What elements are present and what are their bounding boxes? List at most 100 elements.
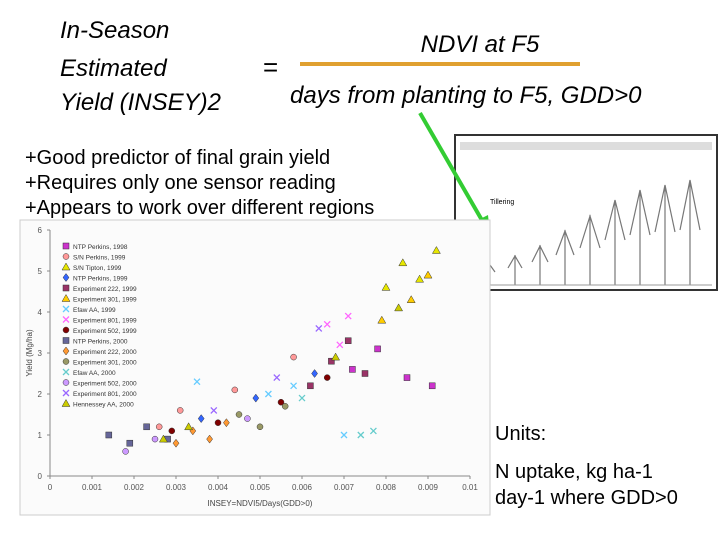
x-tick-label: 0.005 [250, 483, 271, 492]
point [252, 393, 260, 403]
legend-marker [62, 305, 70, 313]
point [210, 406, 218, 414]
point [361, 370, 369, 377]
point [323, 374, 331, 381]
legend-label: NTP Perkins, 1999 [73, 276, 128, 283]
point [172, 438, 180, 448]
point [244, 415, 251, 422]
legend-marker [62, 316, 70, 323]
point [122, 448, 129, 455]
denominator: days from planting to F5, GDD>0 [290, 82, 642, 109]
x-tick-label: 0.007 [334, 483, 355, 492]
legend-label: Experiment 801, 2000 [73, 391, 137, 398]
point [423, 270, 433, 279]
point [223, 418, 230, 428]
point [403, 374, 411, 381]
point [155, 423, 163, 431]
legend-label: Experiment 301, 1999 [73, 297, 137, 304]
point [307, 382, 314, 390]
units-text: Units: [495, 423, 546, 445]
diagram-label: Tillering [490, 199, 514, 206]
point [197, 414, 205, 424]
legend-label: S/N Tipton, 1999 [73, 265, 122, 272]
point [431, 245, 441, 254]
y-tick-label: 2 [38, 390, 43, 399]
legend-marker [62, 358, 70, 365]
x-axis-label: INSEY=NDVI5/Days(GDD>0) [208, 499, 313, 508]
point [428, 382, 436, 390]
equation-lhs: Estimated [60, 55, 167, 82]
y-tick-label: 6 [38, 226, 43, 235]
point [290, 382, 298, 390]
x-tick-label: 0.009 [418, 483, 439, 492]
point [231, 386, 239, 394]
y-tick-label: 4 [38, 308, 43, 317]
point [349, 366, 356, 373]
bullet: +Appears to work over different regions [25, 197, 374, 219]
legend-label: Experiment 502, 2000 [73, 381, 137, 388]
point [381, 282, 391, 291]
legend-label: Experiment 301, 2000 [73, 360, 137, 367]
x-tick-label: 0 [48, 483, 53, 492]
units-text: day-1 where GDD>0 [495, 487, 678, 509]
point [344, 312, 352, 320]
legend-label: Experiment 502, 1999 [73, 328, 137, 335]
point [377, 315, 387, 324]
point [357, 431, 365, 439]
point [184, 422, 194, 431]
x-tick-label: 0.003 [166, 483, 187, 492]
legend-marker [62, 337, 70, 344]
legend-marker [62, 346, 70, 356]
legend-label: S/N Perkins, 1999 [73, 255, 126, 262]
legend-marker [62, 242, 70, 250]
y-tick-label: 3 [38, 349, 43, 358]
point [273, 374, 281, 382]
point [406, 295, 416, 303]
legend-label: Experiment 222, 1999 [73, 286, 137, 293]
legend-label: Hennessey AA, 2000 [73, 402, 134, 409]
x-tick-label: 0.006 [292, 483, 313, 492]
x-tick-label: 0.008 [376, 483, 397, 492]
point [206, 434, 213, 444]
point [214, 419, 222, 426]
chart: 0 1 2 3 4 5 6 0 0.001 0.002 0.003 0.004 0.005 0.006 0.… [25, 226, 478, 508]
legend-label: NTP Perkins, 1998 [73, 244, 128, 251]
point [256, 423, 264, 431]
point [315, 324, 323, 332]
point [331, 352, 341, 361]
point [168, 427, 176, 435]
legend-marker [62, 284, 70, 292]
legend-label: Experiment 222, 2000 [73, 349, 137, 356]
x-tick-label: 0.004 [208, 483, 229, 492]
x-tick-label: 0.002 [124, 483, 145, 492]
legend-marker [61, 398, 71, 407]
y-tick-label: 1 [38, 431, 43, 440]
point [281, 403, 289, 410]
equals-sign: = [263, 52, 278, 82]
bullet: +Good predictor of final grain yield [25, 147, 330, 169]
chart-frame [19, 219, 491, 516]
arrow [418, 111, 485, 224]
point [105, 431, 113, 439]
point [311, 369, 318, 378]
legend-marker [62, 253, 70, 260]
y-tick-label: 0 [38, 472, 43, 481]
legend-marker [62, 379, 70, 386]
plants [484, 179, 701, 285]
units-text: N uptake, kg ha-1 [495, 461, 653, 483]
point [264, 390, 272, 398]
point [398, 258, 408, 267]
legend-marker [62, 389, 70, 397]
numerator: NDVI at F5 [421, 31, 540, 58]
legend-label: NTP Perkins, 2000 [73, 339, 128, 346]
growth-diagram: Tillering [454, 134, 718, 291]
point [290, 353, 297, 361]
point [151, 435, 159, 443]
point [340, 431, 348, 439]
point [323, 320, 331, 328]
legend-marker [62, 368, 70, 376]
point [158, 434, 168, 443]
legend-marker [62, 326, 70, 334]
legend-label: Efaw AA, 1999 [73, 307, 116, 314]
